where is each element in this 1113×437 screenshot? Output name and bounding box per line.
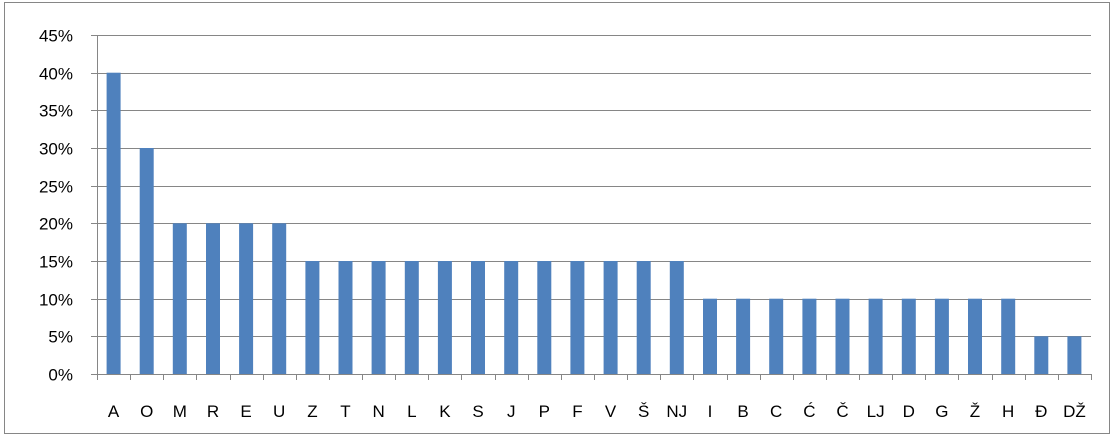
- bar-a: [106, 72, 121, 374]
- bar-š: [636, 261, 651, 374]
- bar-l: [404, 261, 419, 374]
- bar-đ: [1034, 336, 1049, 374]
- x-tick-label: I: [708, 402, 713, 421]
- x-tick-label: A: [108, 402, 120, 421]
- x-tick-label: Ć: [803, 402, 815, 421]
- bars: [106, 72, 1082, 374]
- x-tick-label: Č: [836, 402, 848, 421]
- bar-k: [437, 261, 452, 374]
- bar-t: [338, 261, 353, 374]
- x-tick-label: Š: [638, 402, 649, 421]
- x-tick-label: M: [173, 402, 187, 421]
- y-tick-label: 30%: [39, 140, 73, 159]
- bar-v: [603, 261, 618, 374]
- bar-ć: [802, 298, 817, 374]
- x-tick-label: C: [770, 402, 782, 421]
- y-tick-label: 25%: [39, 178, 73, 197]
- x-tick-label: G: [935, 402, 948, 421]
- x-tick-label: N: [372, 402, 384, 421]
- x-tick-labels: A O M R E U Z T N L K S J P F V Š NJ I B C Ć Č LJ D G Ž H Đ DŽ: [108, 402, 1086, 421]
- gridlines: [97, 35, 1091, 337]
- x-tick-label: B: [737, 402, 748, 421]
- bar-z: [305, 261, 320, 374]
- bar-d: [901, 298, 916, 374]
- x-tick-label: U: [273, 402, 285, 421]
- bar-ž: [968, 298, 982, 374]
- y-tick-label: 10%: [39, 291, 73, 310]
- bar-f: [570, 261, 585, 374]
- x-tick-label: NJ: [666, 402, 687, 421]
- y-tick-label: 20%: [39, 215, 73, 234]
- bar-nj: [669, 261, 684, 374]
- y-tick-label: 45%: [39, 27, 73, 46]
- bar-o: [139, 148, 154, 374]
- y-tick-label: 0%: [48, 366, 73, 385]
- x-tick-label: P: [539, 402, 550, 421]
- y-tick-label: 15%: [39, 253, 73, 272]
- bar-lj: [868, 298, 883, 374]
- x-tick-label: DŽ: [1063, 402, 1086, 421]
- x-tick-label: L: [407, 402, 416, 421]
- bar-dž: [1067, 336, 1082, 374]
- bar-g: [934, 298, 949, 374]
- y-tick-label: 35%: [39, 102, 73, 121]
- bar-j: [504, 261, 519, 374]
- bar-c: [769, 298, 784, 374]
- y-tick-label: 40%: [39, 65, 73, 84]
- x-tick-label: V: [605, 402, 617, 421]
- bar-n: [371, 261, 386, 374]
- bar-m: [172, 223, 187, 374]
- bar-h: [1001, 298, 1016, 374]
- x-tick-label: R: [207, 402, 219, 421]
- x-tick-label: Ž: [970, 402, 980, 421]
- x-tick-label: Z: [307, 402, 317, 421]
- x-tick-label: D: [903, 402, 915, 421]
- bar-p: [537, 261, 552, 374]
- bar-b: [736, 298, 751, 374]
- x-tick-label: O: [140, 402, 153, 421]
- x-tick-label: Đ: [1035, 402, 1047, 421]
- x-tick-label: S: [472, 402, 483, 421]
- bar-e: [239, 223, 254, 374]
- x-tick-label: LJ: [867, 402, 885, 421]
- bar-u: [272, 223, 287, 374]
- x-tick-label: K: [439, 402, 451, 421]
- axes: [91, 35, 1092, 380]
- bar-r: [206, 223, 220, 374]
- bar-i: [703, 298, 717, 374]
- x-tick-label: T: [340, 402, 350, 421]
- x-tick-label: H: [1002, 402, 1014, 421]
- bar-č: [835, 298, 850, 374]
- y-tick-label: 5%: [48, 328, 73, 347]
- bar-s: [471, 261, 485, 374]
- y-tick-labels: 0% 5% 10% 15% 20% 25% 30% 35% 40% 45%: [39, 27, 73, 385]
- x-tick-label: F: [572, 402, 582, 421]
- x-tick-label: J: [507, 402, 516, 421]
- x-tick-label: E: [240, 402, 251, 421]
